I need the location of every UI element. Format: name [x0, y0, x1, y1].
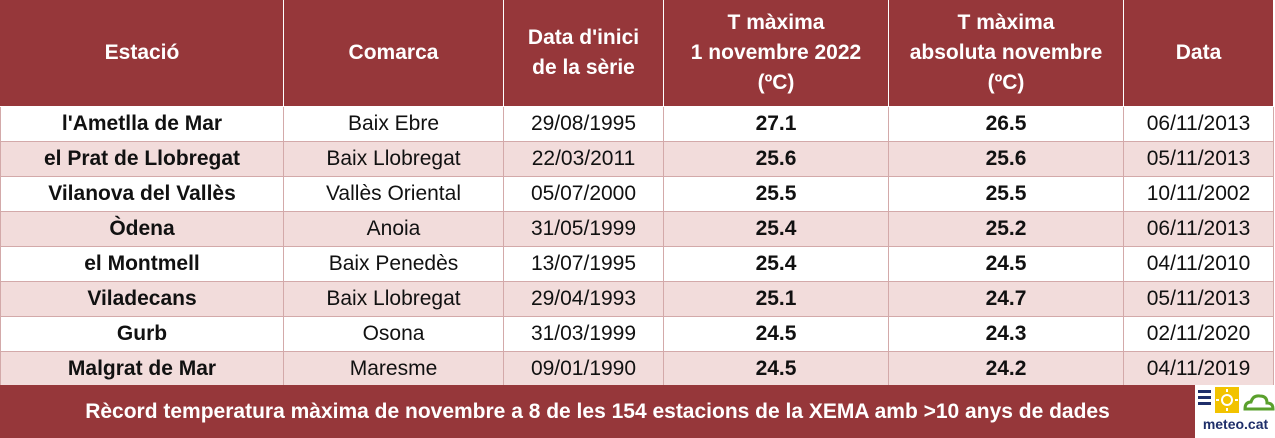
lines-icon: [1198, 390, 1211, 405]
cell-series-start: 09/01/1990: [503, 351, 664, 387]
cell-station: Malgrat de Mar: [0, 351, 284, 387]
cell-date: 10/11/2002: [1123, 176, 1274, 212]
cell-tmax-2022: 25.6: [663, 141, 889, 177]
cell-tmax-absolute: 25.5: [888, 176, 1124, 212]
cell-date: 05/11/2013: [1123, 141, 1274, 177]
cell-station: Òdena: [0, 211, 284, 247]
cell-tmax-2022: 24.5: [663, 316, 889, 352]
cloud-icon: [1243, 394, 1275, 411]
cell-tmax-absolute: 24.5: [888, 246, 1124, 282]
logo-icons: [1198, 387, 1275, 413]
cell-series-start: 22/03/2011: [503, 141, 664, 177]
cell-series-start: 31/03/1999: [503, 316, 664, 352]
cell-series-start: 05/07/2000: [503, 176, 664, 212]
table-row: Viladecans Baix Llobregat 29/04/1993 25.…: [0, 281, 1274, 317]
cell-date: 04/11/2010: [1123, 246, 1274, 282]
cell-date: 02/11/2020: [1123, 316, 1274, 352]
header-tmax-absolute: T màxima absoluta novembre (ºC): [888, 0, 1124, 107]
cell-county: Anoia: [283, 211, 504, 247]
header-station: Estació: [0, 0, 284, 107]
cell-tmax-absolute: 25.6: [888, 141, 1124, 177]
table-row: l'Ametlla de Mar Baix Ebre 29/08/1995 27…: [0, 106, 1274, 142]
cell-station: Vilanova del Vallès: [0, 176, 284, 212]
cell-date: 04/11/2019: [1123, 351, 1274, 387]
header-series-start: Data d'inici de la sèrie: [503, 0, 664, 107]
cell-county: Vallès Oriental: [283, 176, 504, 212]
cell-station: el Prat de Llobregat: [0, 141, 284, 177]
stations-table: Estació Comarca Data d'inici de la sèrie …: [0, 0, 1274, 387]
cell-series-start: 13/07/1995: [503, 246, 664, 282]
footer-caption: Rècord temperatura màxima de novembre a …: [0, 385, 1195, 438]
cell-county: Baix Llobregat: [283, 281, 504, 317]
cell-tmax-absolute: 24.3: [888, 316, 1124, 352]
header-date: Data: [1123, 0, 1274, 107]
table-row: el Montmell Baix Penedès 13/07/1995 25.4…: [0, 246, 1274, 282]
table-row: Òdena Anoia 31/05/1999 25.4 25.2 06/11/2…: [0, 211, 1274, 247]
meteocat-logo: meteo.cat: [1195, 385, 1275, 438]
cell-county: Maresme: [283, 351, 504, 387]
cell-station: Gurb: [0, 316, 284, 352]
cell-tmax-2022: 25.5: [663, 176, 889, 212]
cell-tmax-absolute: 25.2: [888, 211, 1124, 247]
cell-tmax-2022: 25.4: [663, 246, 889, 282]
sun-icon: [1215, 387, 1239, 413]
cell-series-start: 29/08/1995: [503, 106, 664, 142]
table-row: Malgrat de Mar Maresme 09/01/1990 24.5 2…: [0, 351, 1274, 387]
cell-series-start: 31/05/1999: [503, 211, 664, 247]
logo-wordmark: meteo.cat: [1202, 416, 1269, 432]
table-row: Gurb Osona 31/03/1999 24.5 24.3 02/11/20…: [0, 316, 1274, 352]
cell-tmax-2022: 24.5: [663, 351, 889, 387]
cell-county: Baix Ebre: [283, 106, 504, 142]
header-tmax-2022: T màxima 1 novembre 2022 (ºC): [663, 0, 889, 107]
cell-tmax-2022: 25.4: [663, 211, 889, 247]
cell-county: Baix Penedès: [283, 246, 504, 282]
cell-county: Osona: [283, 316, 504, 352]
cell-tmax-2022: 27.1: [663, 106, 889, 142]
cell-tmax-2022: 25.1: [663, 281, 889, 317]
cell-station: el Montmell: [0, 246, 284, 282]
cell-date: 06/11/2013: [1123, 106, 1274, 142]
cell-station: Viladecans: [0, 281, 284, 317]
cell-series-start: 29/04/1993: [503, 281, 664, 317]
cell-tmax-absolute: 24.7: [888, 281, 1124, 317]
cell-tmax-absolute: 24.2: [888, 351, 1124, 387]
cell-date: 06/11/2013: [1123, 211, 1274, 247]
cell-tmax-absolute: 26.5: [888, 106, 1124, 142]
cell-date: 05/11/2013: [1123, 281, 1274, 317]
table-header-row: Estació Comarca Data d'inici de la sèrie …: [0, 0, 1274, 107]
cell-station: l'Ametlla de Mar: [0, 106, 284, 142]
header-county: Comarca: [283, 0, 504, 107]
table-row: el Prat de Llobregat Baix Llobregat 22/0…: [0, 141, 1274, 177]
table-row: Vilanova del Vallès Vallès Oriental 05/0…: [0, 176, 1274, 212]
cell-county: Baix Llobregat: [283, 141, 504, 177]
